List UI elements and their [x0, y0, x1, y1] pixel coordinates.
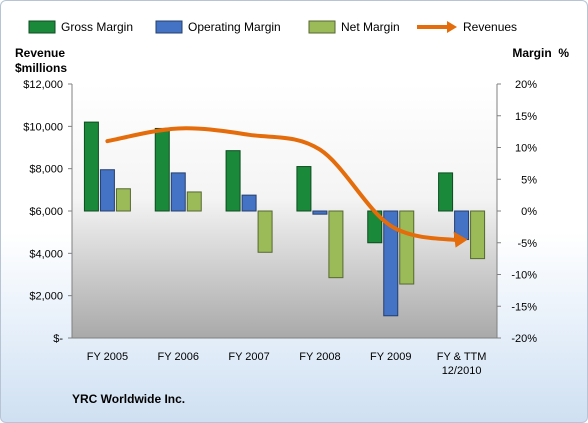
right-axis-tick-label: -20% [511, 333, 537, 345]
left-axis-tick-label: $8,000 [29, 164, 63, 176]
bar-operating-margin [99, 169, 115, 212]
right-axis-tick-label: -15% [511, 301, 537, 313]
legend-label: Gross Margin [61, 20, 133, 34]
revenues-line [105, 126, 464, 243]
bar-gross-margin [225, 150, 241, 212]
x-axis-category-label: FY & TTM 12/2010 [437, 351, 487, 377]
x-axis-category-label: FY 2006 [158, 351, 199, 363]
left-axis-title-line1: Revenue [15, 46, 65, 60]
legend-label: Revenues [463, 20, 517, 34]
right-axis-tick-label: -5% [517, 238, 537, 250]
bar-net-margin [399, 210, 415, 285]
right-axis-tick-label: -10% [511, 270, 537, 282]
right-axis-title: Margin % [512, 46, 569, 60]
legend-swatch-net-margin [308, 20, 336, 34]
left-axis-tick-label: $- [53, 333, 63, 345]
footnote: YRC Worldwide Inc. [72, 392, 185, 406]
bar-gross-margin [83, 121, 99, 212]
legend-swatch-operating-margin [155, 20, 183, 34]
x-axis-category-label: FY 2007 [228, 351, 269, 363]
legend-marker-arrow [447, 21, 457, 33]
right-axis-tick-label: 5% [521, 174, 537, 186]
bar-net-margin [470, 210, 486, 260]
bar-net-margin [186, 191, 202, 212]
legend-swatch-gross-margin [28, 20, 56, 34]
right-axis-tick-label: 10% [515, 143, 537, 155]
legend-label: Operating Margin [188, 20, 281, 34]
bar-net-margin [328, 210, 344, 279]
right-axis-tick-label: 20% [515, 79, 537, 91]
x-axis-category-label: FY 2008 [299, 351, 340, 363]
left-axis-tick-label: $6,000 [29, 206, 63, 218]
bar-gross-margin [296, 166, 312, 212]
bar-gross-margin [154, 127, 170, 212]
plot-area [72, 84, 497, 338]
bar-gross-margin [438, 172, 454, 212]
bar-net-margin [115, 188, 131, 212]
left-axis-title-line2: $millions [15, 61, 67, 75]
bar-operating-margin [312, 210, 328, 215]
bar-operating-margin [241, 194, 257, 212]
bar-net-margin [257, 210, 273, 253]
revenues-line-arrowhead [453, 231, 468, 248]
right-axis-tick-label: 0% [521, 206, 537, 218]
bar-operating-margin [383, 210, 399, 317]
x-axis-category-label: FY 2009 [370, 351, 411, 363]
legend-label: Net Margin [341, 20, 400, 34]
right-axis-tick-label: 15% [515, 111, 537, 123]
bar-operating-margin [170, 172, 186, 212]
left-axis-tick-label: $12,000 [23, 79, 63, 91]
left-axis-tick-label: $2,000 [29, 291, 63, 303]
left-axis-tick-label: $10,000 [23, 121, 63, 133]
x-axis-category-label: FY 2005 [87, 351, 128, 363]
left-axis-tick-label: $4,000 [29, 248, 63, 260]
